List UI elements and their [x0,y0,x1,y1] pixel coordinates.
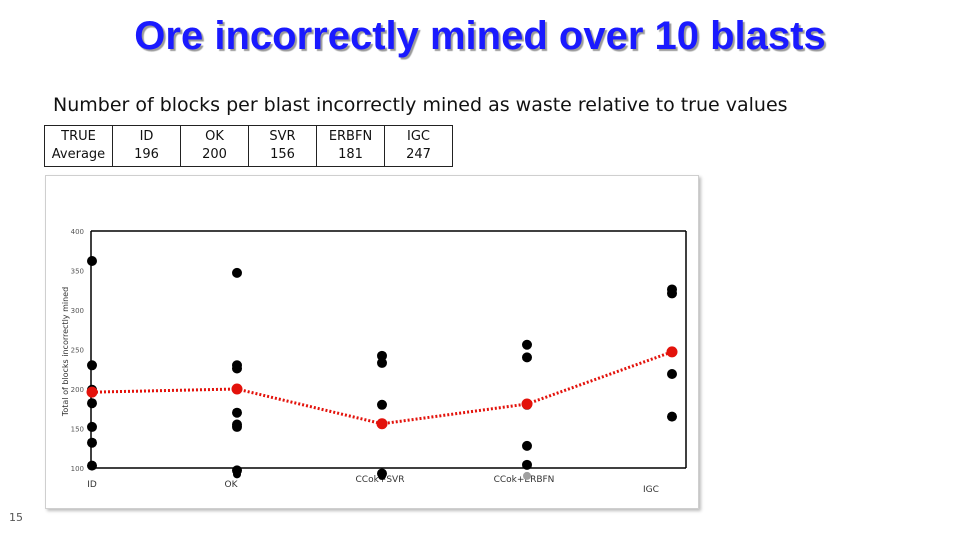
data-point [232,421,242,432]
slide-subtitle: Number of blocks per blast incorrectly m… [53,94,788,116]
y-tick-label: 300 [71,307,84,315]
average-point [666,346,678,358]
x-category-label: CCok+ERBFN [494,475,555,485]
table-cell-igc: IGC 247 [384,125,453,167]
table-row: TRUE Average ID 196 OK 200 SVR 156 ERBFN… [44,125,453,167]
table-value: Average [51,147,106,162]
summary-table: TRUE Average ID 196 OK 200 SVR 156 ERBFN… [44,125,453,167]
data-point [87,421,97,432]
data-point [87,460,97,471]
y-tick-label: 150 [71,426,84,434]
table-value: 181 [338,147,363,162]
data-point [667,411,677,422]
data-point [522,459,532,470]
data-point [667,288,677,299]
table-header: ERBFN [328,129,373,144]
data-point [87,256,97,267]
table-value: 156 [270,147,295,162]
table-cell-true: TRUE Average [44,125,113,167]
data-point [232,407,242,418]
table-header: SVR [269,129,296,144]
data-point [87,398,97,409]
y-tick-label: 200 [71,386,84,394]
data-point [522,352,532,363]
data-point [377,399,387,410]
x-category-label: CCok+SVR [356,475,405,485]
average-point [231,383,243,395]
data-point [232,363,242,374]
table-header: ID [139,129,154,144]
table-value: 196 [134,147,159,162]
y-tick-label: 100 [71,465,84,473]
y-tick-label: 350 [71,268,84,276]
average-point [376,418,388,430]
table-value: 247 [406,147,431,162]
data-point-below-axis [233,470,241,479]
table-cell-id: ID 196 [112,125,181,167]
y-axis-label: Total of blocks incorrectly mined [61,287,70,417]
data-point [522,339,532,350]
page-number: 15 [9,511,23,524]
data-point-below-axis [378,471,386,480]
data-point [667,368,677,379]
y-tick-label: 250 [71,347,84,355]
average-line [91,350,673,426]
data-point [87,360,97,371]
data-point-below-axis [523,471,531,480]
x-category-label: OK [225,480,239,490]
slide-title: Ore incorrectly mined over 10 blasts [134,14,826,58]
data-point [232,267,242,278]
table-value: 200 [202,147,227,162]
table-header: OK [205,129,224,144]
data-point [87,437,97,448]
data-point [377,350,387,361]
y-tick-label: 400 [71,228,84,236]
table-header: TRUE [61,129,96,144]
average-point [86,386,98,398]
table-cell-ok: OK 200 [180,125,249,167]
scatter-chart: 100 150 200 250 300 350 400 Total of blocks inc… [61,228,687,495]
table-cell-svr: SVR 156 [248,125,317,167]
table-header: IGC [407,129,430,144]
data-point [522,440,532,451]
x-category-label: IGC [643,485,659,495]
x-category-label: ID [87,480,97,490]
average-point [521,398,533,410]
table-cell-erbfn: ERBFN 181 [316,125,385,167]
chart-area: 100 150 200 250 300 350 400 Total of blocks inc… [45,175,699,509]
data-point [377,357,387,368]
